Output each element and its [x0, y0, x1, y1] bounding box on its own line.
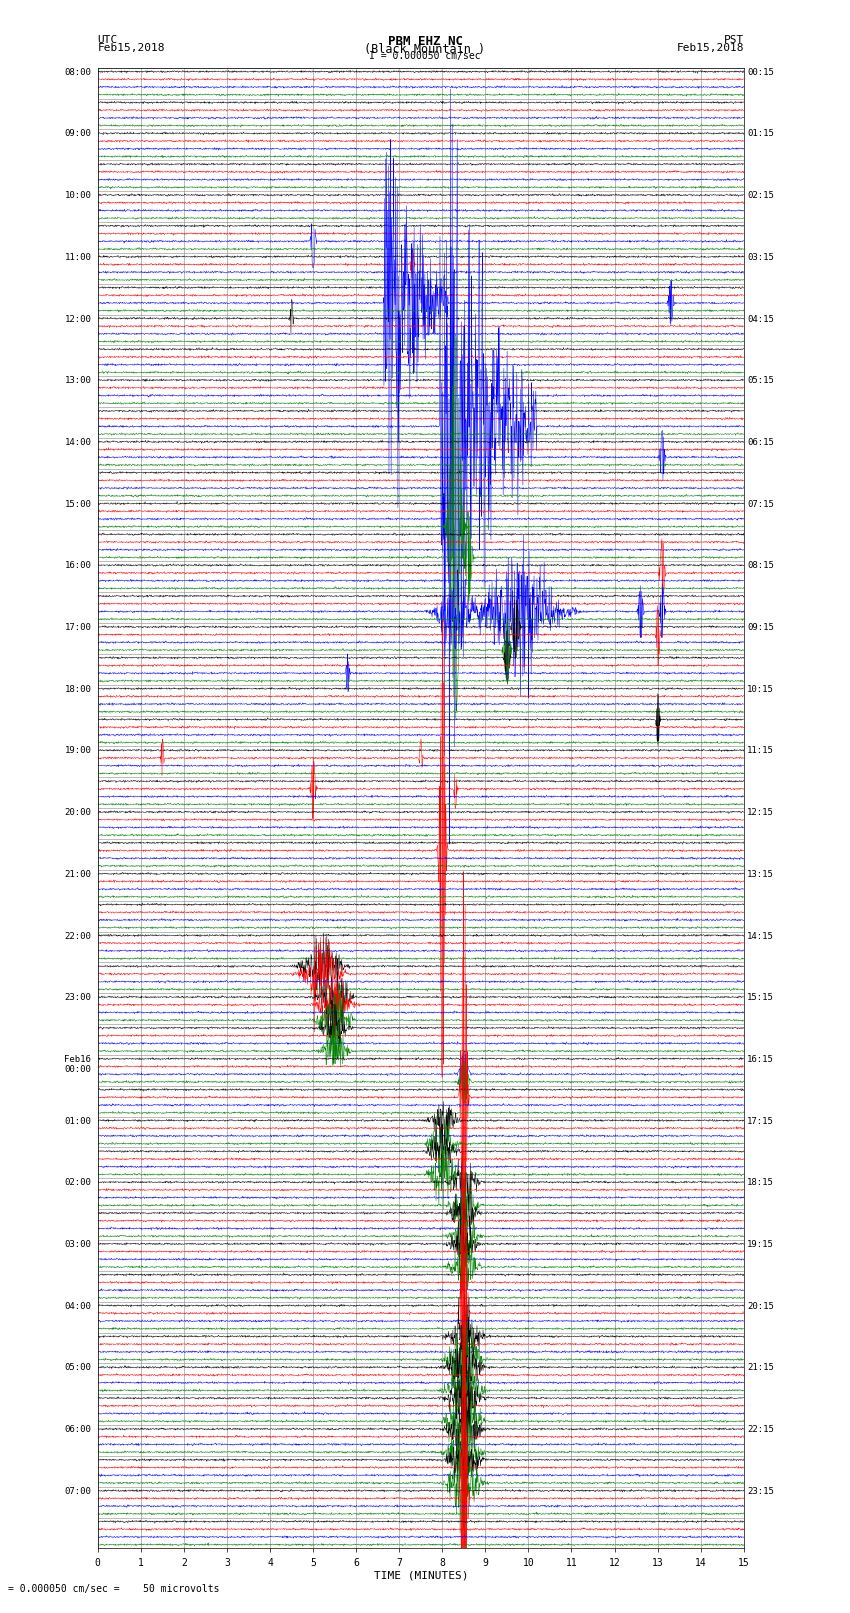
Text: 21:15: 21:15 [747, 1363, 774, 1373]
Text: Feb15,2018: Feb15,2018 [98, 44, 165, 53]
Text: 13:15: 13:15 [747, 869, 774, 879]
Text: 01:15: 01:15 [747, 129, 774, 139]
Text: 09:00: 09:00 [65, 129, 91, 139]
Text: 11:15: 11:15 [747, 747, 774, 755]
Text: 18:00: 18:00 [65, 686, 91, 694]
Text: 17:15: 17:15 [747, 1116, 774, 1126]
Text: 03:00: 03:00 [65, 1240, 91, 1248]
Text: 18:15: 18:15 [747, 1177, 774, 1187]
Text: 23:15: 23:15 [747, 1487, 774, 1495]
Text: (Black Mountain ): (Black Mountain ) [365, 44, 485, 56]
Text: 05:15: 05:15 [747, 376, 774, 386]
Text: 10:15: 10:15 [747, 686, 774, 694]
Text: 16:15: 16:15 [747, 1055, 774, 1065]
Text: 19:00: 19:00 [65, 747, 91, 755]
Text: UTC: UTC [98, 35, 118, 45]
Text: 06:15: 06:15 [747, 439, 774, 447]
Text: 14:00: 14:00 [65, 439, 91, 447]
Text: 07:15: 07:15 [747, 500, 774, 508]
Text: 12:15: 12:15 [747, 808, 774, 818]
Text: 10:00: 10:00 [65, 192, 91, 200]
Text: 21:00: 21:00 [65, 869, 91, 879]
Text: 08:15: 08:15 [747, 561, 774, 571]
X-axis label: TIME (MINUTES): TIME (MINUTES) [373, 1571, 468, 1581]
Text: 22:15: 22:15 [747, 1426, 774, 1434]
Text: 03:15: 03:15 [747, 253, 774, 261]
Text: 04:15: 04:15 [747, 315, 774, 324]
Text: 13:00: 13:00 [65, 376, 91, 386]
Text: 00:15: 00:15 [747, 68, 774, 77]
Text: I = 0.000050 cm/sec: I = 0.000050 cm/sec [369, 50, 481, 61]
Text: 02:15: 02:15 [747, 192, 774, 200]
Text: 19:15: 19:15 [747, 1240, 774, 1248]
Text: 15:00: 15:00 [65, 500, 91, 508]
Text: PBM EHZ NC: PBM EHZ NC [388, 35, 462, 48]
Text: 14:15: 14:15 [747, 932, 774, 940]
Text: 17:00: 17:00 [65, 623, 91, 632]
Text: 02:00: 02:00 [65, 1177, 91, 1187]
Text: 22:00: 22:00 [65, 932, 91, 940]
Text: 07:00: 07:00 [65, 1487, 91, 1495]
Text: PST: PST [723, 35, 744, 45]
Text: 09:15: 09:15 [747, 623, 774, 632]
Text: Feb15,2018: Feb15,2018 [677, 44, 744, 53]
Text: 04:00: 04:00 [65, 1302, 91, 1311]
Text: 15:15: 15:15 [747, 994, 774, 1002]
Text: = 0.000050 cm/sec =    50 microvolts: = 0.000050 cm/sec = 50 microvolts [8, 1584, 220, 1594]
Text: 08:00: 08:00 [65, 68, 91, 77]
Text: 01:00: 01:00 [65, 1116, 91, 1126]
Text: 12:00: 12:00 [65, 315, 91, 324]
Text: Feb16
00:00: Feb16 00:00 [65, 1055, 91, 1074]
Text: 11:00: 11:00 [65, 253, 91, 261]
Text: 06:00: 06:00 [65, 1426, 91, 1434]
Text: 23:00: 23:00 [65, 994, 91, 1002]
Text: 20:15: 20:15 [747, 1302, 774, 1311]
Text: 20:00: 20:00 [65, 808, 91, 818]
Text: 05:00: 05:00 [65, 1363, 91, 1373]
Text: 16:00: 16:00 [65, 561, 91, 571]
